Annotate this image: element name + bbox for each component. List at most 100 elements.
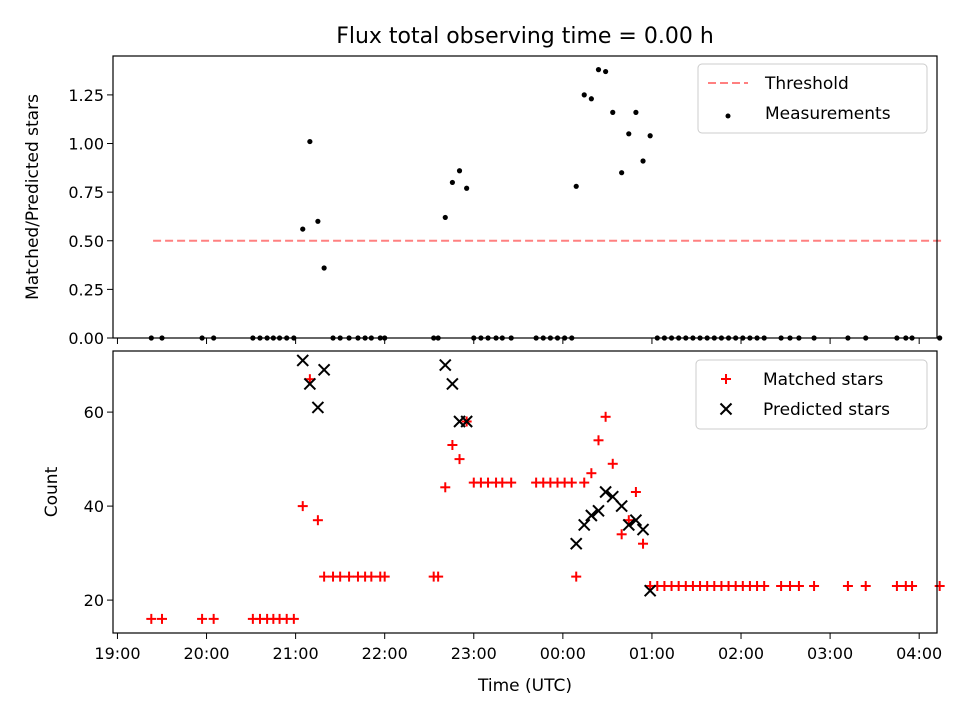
matched-legend-marker xyxy=(721,374,731,384)
measurement-point xyxy=(619,170,625,176)
measurement-point xyxy=(937,335,943,341)
count-x-tick-label: 03:00 xyxy=(807,644,853,663)
count-y-axis: 20 40 60 xyxy=(84,403,113,610)
ratio-y-axis-label: Matched/Predicted stars xyxy=(23,94,43,300)
measurement-point xyxy=(581,92,587,98)
matched-star-point xyxy=(638,538,649,549)
matched-star-point xyxy=(566,477,577,488)
matched-star-point xyxy=(600,411,611,422)
measurement-point xyxy=(456,168,463,174)
ratio-y-tick-label: 0.50 xyxy=(68,232,104,251)
matched-legend-swatch xyxy=(721,374,731,384)
matched-star-point xyxy=(208,613,219,624)
matched-legend-label: Matched stars xyxy=(763,370,883,390)
predicted-star-point xyxy=(303,377,317,391)
matched-star-point xyxy=(288,613,299,624)
count-x-tick-label: 04:00 xyxy=(896,644,942,663)
ratio-legend: Threshold Measurements xyxy=(697,63,928,134)
count-x-tick-label: 02:00 xyxy=(718,644,764,663)
count-legend-frame xyxy=(695,359,928,430)
predicted-star-point xyxy=(585,509,598,522)
measurement-point xyxy=(603,68,609,75)
matched-star-point xyxy=(593,435,604,446)
matched-star-point xyxy=(506,477,517,488)
matched-star-point xyxy=(319,571,330,582)
matched-star-point xyxy=(156,613,167,624)
ratio-x-ticks xyxy=(116,338,920,344)
count-y-tick-label: 20 xyxy=(84,591,104,610)
measurement-point xyxy=(442,214,448,221)
matched-star-point xyxy=(440,482,451,493)
measurement-point xyxy=(647,133,653,139)
ratio-y-tick-label: 0.00 xyxy=(68,329,104,348)
measurement-point xyxy=(300,226,306,232)
count-panel: 20 40 60 19:00 20:00 21:00 22:00 23:00 00:00 01:… xyxy=(42,350,945,696)
matched-star-point xyxy=(630,487,641,497)
predicted-star-point xyxy=(439,358,452,372)
predicted-star-point xyxy=(629,513,643,527)
matched-star-point xyxy=(891,581,902,591)
ratio-y-axis: 0.00 0.25 0.50 0.75 1.00 1.25 xyxy=(68,86,113,348)
matched-star-point xyxy=(759,581,770,591)
measurement-point xyxy=(321,265,327,271)
predicted-star-point xyxy=(643,584,657,597)
matched-star-point xyxy=(571,571,582,582)
measurement-point xyxy=(610,109,616,115)
ratio-panel-frame xyxy=(112,55,938,339)
measurement-point xyxy=(315,218,321,224)
matched-star-point xyxy=(344,571,355,582)
measurement-point xyxy=(588,96,594,102)
count-panel-frame xyxy=(112,350,938,634)
measurements-legend-label: Measurements xyxy=(765,104,891,124)
count-x-tick-label: 23:00 xyxy=(451,644,497,663)
predicted-star-point xyxy=(622,518,635,532)
chart-title: Flux total observing time = 0.00 h xyxy=(336,24,714,49)
predicted-star-point xyxy=(311,401,325,414)
matched-star-point xyxy=(497,477,508,488)
predicted-star-point xyxy=(599,485,612,499)
threshold-legend-label: Threshold xyxy=(764,74,849,94)
count-y-tick-label: 60 xyxy=(84,403,104,422)
measurement-point xyxy=(573,183,579,189)
ratio-y-tick-label: 1.25 xyxy=(68,86,104,105)
matched-star-point xyxy=(447,440,458,450)
measurement-point xyxy=(307,138,313,145)
matched-star-point xyxy=(809,581,820,591)
matched-star-point xyxy=(366,571,377,582)
count-y-tick-label: 40 xyxy=(84,497,104,516)
measurements-legend-swatch xyxy=(725,113,731,119)
ratio-y-tick-label: 1.00 xyxy=(68,135,104,154)
matched-star-point xyxy=(907,581,918,591)
ratio-legend-frame xyxy=(697,63,928,134)
matched-star-point xyxy=(842,581,853,591)
predicted-star-point xyxy=(636,523,650,536)
matched-star-point xyxy=(793,581,804,591)
predicted-star-point xyxy=(460,415,473,428)
matched-star-point xyxy=(433,571,444,582)
count-x-tick-label: 22:00 xyxy=(362,644,408,663)
count-y-axis-label: Count xyxy=(42,466,62,517)
count-marks xyxy=(146,354,945,624)
matched-star-point xyxy=(146,613,157,624)
ratio-y-tick-label: 0.75 xyxy=(68,183,104,202)
count-x-tick-label: 21:00 xyxy=(273,644,319,663)
matched-star-point xyxy=(860,581,871,591)
measurement-point xyxy=(640,158,646,164)
matched-star-point xyxy=(335,571,346,582)
predicted-star-point xyxy=(317,363,331,377)
count-x-tick-label: 01:00 xyxy=(629,644,675,663)
matched-star-point xyxy=(454,454,465,465)
measurement-point xyxy=(626,131,632,137)
matched-star-point xyxy=(607,458,618,469)
count-x-tick-label: 00:00 xyxy=(540,644,586,663)
measurement-point xyxy=(595,67,602,73)
measurement-point xyxy=(464,185,470,191)
matched-star-point xyxy=(579,477,590,488)
predicted-legend-swatch xyxy=(719,402,733,416)
predicted-legend-label: Predicted stars xyxy=(763,400,890,420)
predicted-star-point xyxy=(296,354,309,367)
predicted-star-point xyxy=(615,499,628,513)
matched-star-point xyxy=(586,468,597,479)
predicted-legend-marker xyxy=(719,402,733,416)
